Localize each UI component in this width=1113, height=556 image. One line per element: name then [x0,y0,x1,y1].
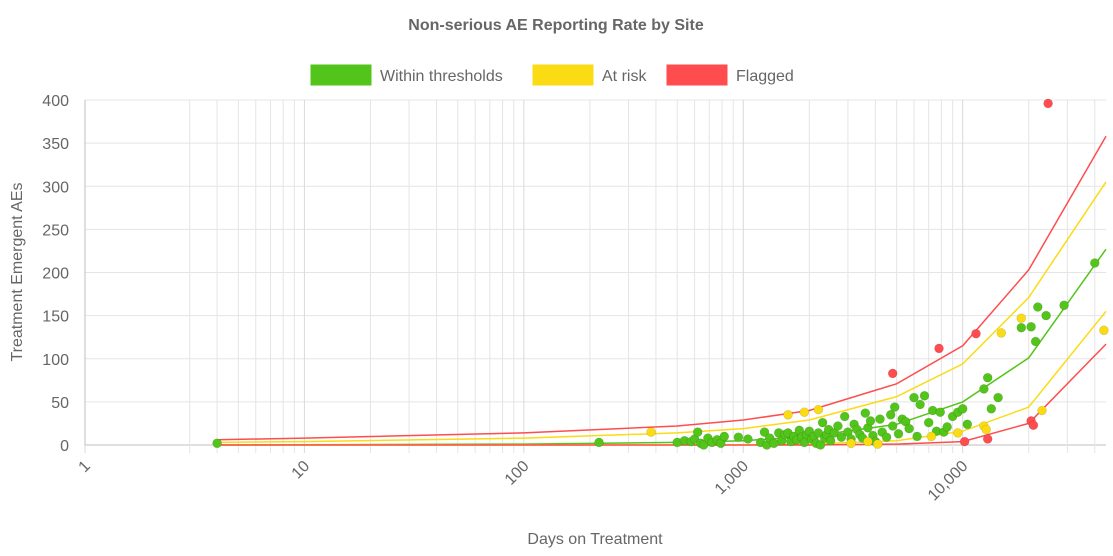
data-point [1030,336,1041,347]
x-tick-label: 1 [76,458,94,476]
data-point [962,419,973,430]
data-point [1037,405,1047,416]
data-point [698,440,709,450]
data-point [863,436,873,447]
data-point [817,417,828,428]
data-point [993,392,1003,403]
data-point [971,328,981,339]
y-tick-label: 0 [60,438,69,455]
data-point [952,428,963,438]
data-point [986,403,997,414]
grid [84,99,1106,453]
data-point [887,421,898,431]
data-point [692,427,703,437]
data-point [646,427,656,437]
data-point [934,343,944,354]
data-point [909,392,919,403]
data-point [982,372,993,383]
y-tick-label: 400 [42,93,69,110]
data-point [889,402,900,412]
control-limit-upper [217,181,1107,444]
control-limit-lines [217,135,1107,446]
data-point [799,407,810,418]
y-tick-label: 300 [42,179,69,196]
data-point [813,404,824,415]
data-point [839,411,850,422]
y-tick-label: 50 [51,395,69,412]
data-point [872,439,883,449]
data-point [825,435,836,446]
data-points [212,98,1109,450]
data-point [860,408,871,418]
data-point [1059,300,1069,311]
legend-swatch [532,64,594,86]
data-point [904,423,914,434]
x-tick-label: 10 [289,458,314,483]
data-point [1043,98,1053,109]
data-point [1028,420,1039,431]
data-point [959,436,970,447]
chart-title: Non-serious AE Reporting Rate by Site [408,17,704,34]
data-point [996,328,1007,338]
y-tick-label: 250 [42,222,69,239]
y-tick-label: 200 [42,266,69,283]
data-point [982,434,993,444]
control-limit-center [217,248,1107,446]
data-point [719,431,730,442]
legend: Within thresholds At risk Flagged [310,64,794,86]
data-point [875,414,885,424]
y-tick-label: 350 [42,136,69,153]
data-point [1090,258,1100,268]
legend-swatch [310,64,372,86]
data-point [923,417,934,428]
data-point [881,432,892,443]
data-point [942,422,953,432]
data-point [594,437,604,448]
data-point [743,434,753,444]
data-point [1033,302,1043,312]
data-point [759,427,770,437]
x-tick-label: 100 [502,458,533,489]
data-point [935,407,946,418]
data-point [1099,325,1109,336]
legend-label: Flagged [736,68,794,85]
control-limit-upper [217,135,1107,441]
data-point [981,424,992,435]
legend-label: Within thresholds [380,68,503,85]
data-point [865,416,876,426]
data-point [1016,313,1027,324]
data-point [1041,310,1051,321]
data-point [915,399,925,410]
y-tick-label: 100 [42,352,69,369]
data-point [912,431,922,442]
data-point [893,428,904,439]
data-point [836,432,847,443]
x-axis-title: Days on Treatment [527,531,663,548]
data-point [769,438,779,449]
y-axis-title: Treatment Emergent AEs [9,182,26,361]
data-point [926,431,937,442]
y-tick-label: 150 [42,309,69,326]
data-point [846,438,856,449]
data-point [885,409,896,420]
legend-swatch [666,64,728,86]
data-point [1016,322,1027,333]
x-tick-label: 1,000 [712,458,752,498]
data-point [979,384,989,394]
data-point [1026,321,1036,332]
data-point [815,440,826,450]
data-point [957,403,968,414]
data-point [212,438,222,449]
x-tick-label: 10,000 [925,458,972,505]
data-point [783,409,793,420]
data-point [887,368,898,379]
data-point [733,432,744,443]
legend-label: At risk [602,68,647,85]
data-point [833,421,843,431]
data-point [919,390,930,401]
